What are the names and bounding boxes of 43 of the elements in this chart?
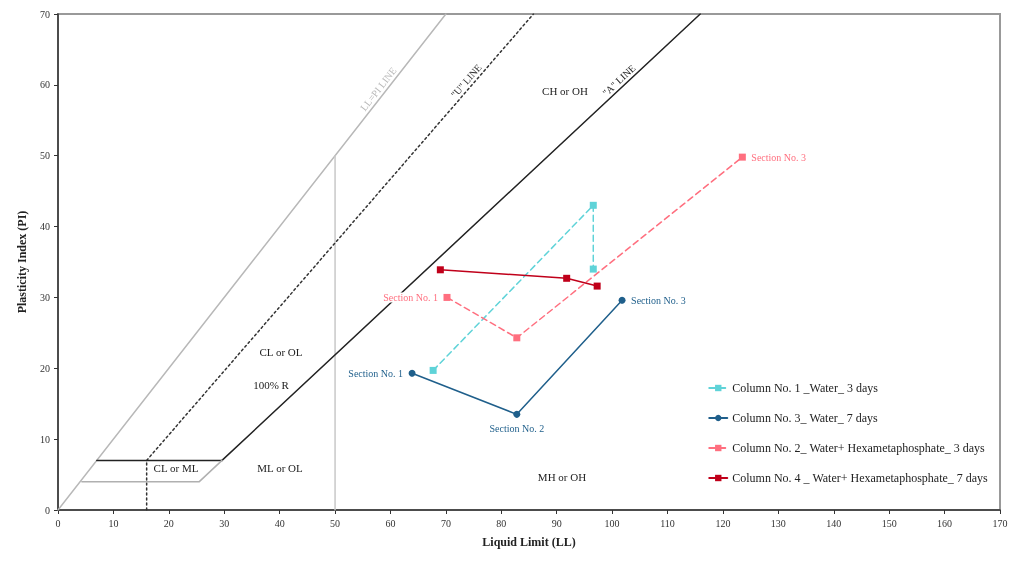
annotation: Section No. 1: [383, 291, 438, 303]
y-tick-label: 70: [40, 8, 50, 20]
x-tick-label: 0: [55, 517, 61, 529]
legend-label: Column No. 2_ Water+ Hexametaphosphate_ 3 days: [732, 441, 986, 455]
legend-label: Column No. 3_ Water_ 7 days: [732, 411, 879, 425]
y-tick-label: 0: [45, 504, 50, 516]
x-tick-label: 30: [219, 517, 230, 529]
x-tick-label: 20: [163, 517, 174, 529]
x-tick-label: 130: [770, 517, 786, 529]
x-axis-title: Liquid Limit (LL): [482, 535, 576, 549]
annotation: 100% R: [253, 379, 290, 391]
x-tick-label: 10: [108, 517, 119, 529]
x-tick-label: 90: [551, 517, 562, 529]
y-tick-label: 20: [40, 362, 50, 374]
y-tick-label: 10: [40, 433, 50, 445]
annotation: CL or OL: [259, 346, 303, 358]
y-tick-label: 50: [40, 150, 50, 162]
legend-label: Column No. 4 _ Water+ Hexametaphosphate_ 7 days: [732, 471, 989, 485]
annotation: Section No. 2: [489, 422, 545, 434]
y-tick-label: 40: [40, 221, 50, 233]
x-tick-label: 50: [330, 517, 341, 529]
y-tick-label: 30: [40, 291, 50, 303]
x-tick-label: 80: [496, 517, 507, 529]
x-tick-label: 40: [274, 517, 285, 529]
annotation: Section No. 3: [751, 151, 807, 163]
x-tick-label: 100: [604, 517, 620, 529]
legend-label: Column No. 1 _Water_ 3 days: [732, 381, 879, 395]
x-tick-label: 120: [715, 517, 731, 529]
annotation: ML or OL: [257, 462, 303, 474]
annotation: MH or OH: [537, 471, 587, 483]
x-tick-label: 170: [992, 517, 1008, 529]
annotation: CL or ML: [153, 462, 199, 474]
annotation: Section No. 3: [631, 294, 686, 306]
x-tick-label: 140: [826, 517, 842, 529]
annotation: CH or OH: [542, 85, 588, 97]
x-tick-label: 70: [440, 517, 451, 529]
y-tick-label: 60: [40, 79, 50, 91]
x-tick-label: 160: [937, 517, 953, 529]
annotation: Section No. 1: [348, 367, 404, 379]
x-tick-label: 60: [385, 517, 396, 529]
y-axis-title: Plasticity Index (PI): [15, 210, 29, 314]
x-tick-label: 150: [881, 517, 897, 529]
x-tick-label: 110: [660, 517, 675, 529]
